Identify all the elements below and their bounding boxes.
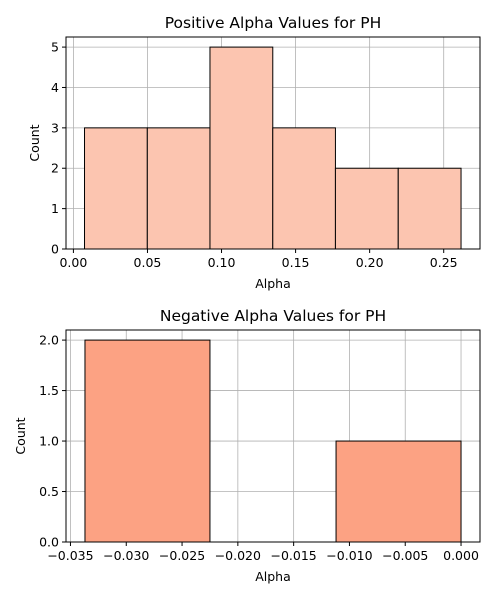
x-tick-label: −0.025 [159, 548, 205, 563]
histogram-bar [147, 128, 210, 249]
y-tick-label: 4 [51, 80, 59, 95]
y-tick-label: 0.5 [39, 484, 59, 499]
y-tick-label: 0 [51, 242, 59, 257]
x-tick-label: −0.010 [326, 548, 372, 563]
x-tick-label: −0.005 [382, 548, 428, 563]
y-tick-label: 1.5 [39, 383, 59, 398]
histogram-bar [335, 168, 398, 249]
chart-title: Negative Alpha Values for PH [160, 307, 386, 325]
x-axis-label: Alpha [255, 276, 291, 291]
y-tick-label: 2 [51, 161, 59, 176]
y-axis-label: Count [27, 124, 42, 161]
x-tick-label: −0.030 [103, 548, 149, 563]
histogram-bar [85, 340, 210, 542]
y-tick-label: 3 [51, 120, 59, 135]
x-tick-label: 0.25 [430, 255, 458, 270]
x-tick-label: 0.05 [134, 255, 162, 270]
x-tick-label: −0.015 [271, 548, 317, 563]
x-tick-label: 0.00 [59, 255, 87, 270]
histogram-bar [398, 168, 461, 249]
histogram-bar [85, 128, 148, 249]
histogram-bar [273, 128, 336, 249]
x-tick-label: −0.020 [215, 548, 261, 563]
histogram-bar [210, 47, 273, 249]
y-tick-label: 1.0 [39, 434, 59, 449]
y-tick-label: 0.0 [39, 535, 59, 550]
y-tick-label: 5 [51, 40, 59, 55]
x-tick-label: 0.20 [356, 255, 384, 270]
x-axis-label: Alpha [255, 569, 291, 584]
y-tick-label: 1 [51, 201, 59, 216]
x-tick-label: 0.000 [443, 548, 479, 563]
histogram-bar [336, 441, 461, 542]
y-tick-label: 2.0 [39, 333, 59, 348]
x-tick-label: 0.15 [282, 255, 310, 270]
y-axis-label: Count [13, 417, 28, 454]
chart-title: Positive Alpha Values for PH [165, 14, 382, 32]
x-tick-label: 0.10 [208, 255, 236, 270]
x-tick-label: −0.035 [47, 548, 93, 563]
